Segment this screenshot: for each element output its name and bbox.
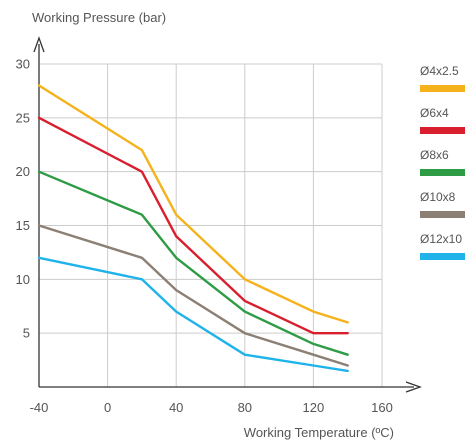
- legend-swatch: [420, 211, 465, 218]
- x-tick-label: 0: [104, 400, 111, 415]
- x-tick-label: 40: [169, 400, 183, 415]
- y-axis-arrow: [33, 36, 45, 53]
- legend: Ø4x2.5 Ø6x4 Ø8x6 Ø10x8 Ø12x10: [420, 64, 465, 260]
- y-tick-label: 10: [16, 272, 30, 287]
- y-tick-label: 25: [16, 110, 30, 125]
- legend-label: Ø6x4: [420, 106, 449, 120]
- legend-swatch: [420, 85, 465, 92]
- y-tick-label: 5: [23, 326, 30, 341]
- x-tick-label: 80: [238, 400, 252, 415]
- legend-label: Ø10x8: [420, 190, 456, 204]
- legend-swatch: [420, 127, 465, 134]
- legend-label: Ø4x2.5: [420, 64, 459, 78]
- x-axis-label: Working Temperature (ºC): [244, 425, 394, 440]
- series-line-0: [37, 84, 349, 324]
- legend-label: Ø8x6: [420, 148, 449, 162]
- series-line-2: [37, 170, 349, 356]
- axes: [33, 36, 422, 393]
- series-line-4: [37, 256, 349, 373]
- grid: [39, 63, 383, 387]
- y-tick-label: 30: [16, 57, 30, 72]
- series-line-3: [37, 224, 349, 367]
- legend-swatch: [420, 169, 465, 176]
- y-axis-label: Working Pressure (bar): [32, 10, 166, 25]
- y-tick-label: 15: [16, 218, 30, 233]
- x-tick-label: 160: [371, 400, 393, 415]
- legend-label: Ø12x10: [420, 232, 462, 246]
- x-tick-label: 120: [303, 400, 325, 415]
- series-line-1: [37, 116, 349, 335]
- x-tick-label: -40: [30, 400, 49, 415]
- y-tick-label: 20: [16, 164, 30, 179]
- tick-labels: -40 0 40 80 120 160 5 10 15 20 25 30: [16, 57, 393, 416]
- x-axis-arrow: [405, 381, 422, 393]
- series-lines: [37, 84, 349, 373]
- legend-swatch: [420, 253, 465, 260]
